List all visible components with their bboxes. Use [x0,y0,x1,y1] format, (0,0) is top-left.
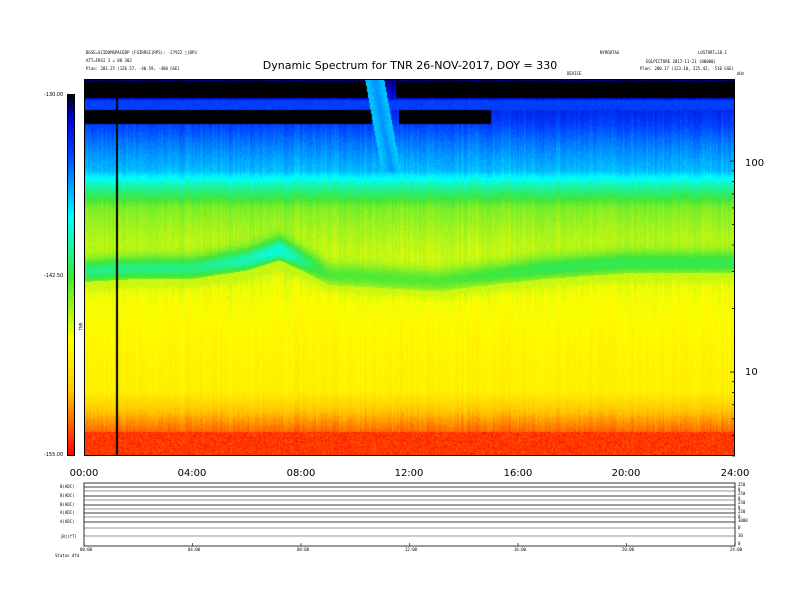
bottom-time-tick-4: 16:00 [514,547,527,552]
bottom-row-label-3: A(ADC) [60,510,75,515]
bottom-time-tick-1: 04:00 [188,547,201,552]
bottom-time-tick-5: 20:00 [622,547,635,552]
x-tick-label-2: 08:00 [286,468,316,479]
colorbar-bottom-label: -155.00 [44,452,64,458]
bottom-right-label-2: 250 [738,491,746,496]
bottom-right-label-6: 250 [738,509,746,514]
bottom-right-label-4: 250 [738,500,746,505]
header-right-line1: NYROOTAG [600,50,620,55]
bottom-right-label-5: 0 [738,505,741,510]
bottom-time-tick-6: 24:00 [730,547,743,552]
bottom-row-label-0: B(ADC) [60,484,75,489]
y-axis [730,97,735,457]
y-axis-unit: kHz [737,71,745,76]
header-right-line4: Plan: 200.17 (123.10, 225.42, -510 GSE) [640,66,734,71]
bottom-right-label-1: 0 [738,487,741,492]
y-tick-label-100: 100 [745,158,765,169]
x-tick-label-6: 24:00 [720,468,750,479]
x-tick-label-4: 16:00 [503,468,533,479]
header-right-line3: EQLPICTURE 2017-11-21 (00000) [646,59,716,64]
bottom-right-label-9: 0 [738,525,741,530]
bottom-time-tick-3: 12:00 [405,547,418,552]
x-tick-label-3: 12:00 [394,468,424,479]
y-axis-tick-marks [730,97,735,457]
bottom-footer: Status dfd [55,553,80,558]
x-tick-label-5: 20:00 [611,468,641,479]
bottom-right-label-11: 0 [738,541,741,546]
colorbar-mid-label: -142.50 [44,273,64,279]
header-right-line2: LOSTORT=10.1 [698,50,727,55]
y-tick-label-10: 10 [745,367,758,378]
header-left-line3: Plan: 201.25 (126.57, -40.59, -480 GSE) [86,66,180,71]
bottom-row-label-5: |B|(fT) [60,534,77,539]
colorbar-side-label: TNR [78,322,84,331]
bottom-data-panels [83,482,736,547]
bottom-right-label-10: 30 [738,533,743,538]
colorbar [67,94,75,456]
bottom-row-label-1: B(ADC) [60,493,75,498]
header-mid-label: DEVICE [567,71,582,76]
bottom-time-tick-0: 00:00 [80,547,93,552]
x-tick-label-1: 04:00 [177,468,207,479]
x-tick-label-0: 00:00 [69,468,99,479]
header-left-line1: BGSE=SCIDOMSPACEBP (FGIRRSI|RPS): -27922… [86,50,197,55]
header-left-line2: ATT=FRSI 3 = 88 302 [86,58,132,63]
bottom-row-label-2: B(ADC) [60,502,75,507]
dynamic-spectrum-heatmap [84,79,735,456]
bottom-row-label-4: A(ADC) [60,519,75,524]
bottom-right-label-3: 0 [738,496,741,501]
bottom-time-tick-2: 08:00 [297,547,310,552]
chart-title: Dynamic Spectrum for TNR 26-NOV-2017, DO… [262,59,558,72]
bottom-panel-rows [83,486,736,546]
bottom-right-label-0: 250 [738,482,746,487]
bottom-right-label-7: 0 [738,514,741,519]
bottom-panel-frame [83,482,736,547]
colorbar-top-label: -130.00 [44,92,64,98]
bottom-right-label-8: 3000 [738,518,748,523]
